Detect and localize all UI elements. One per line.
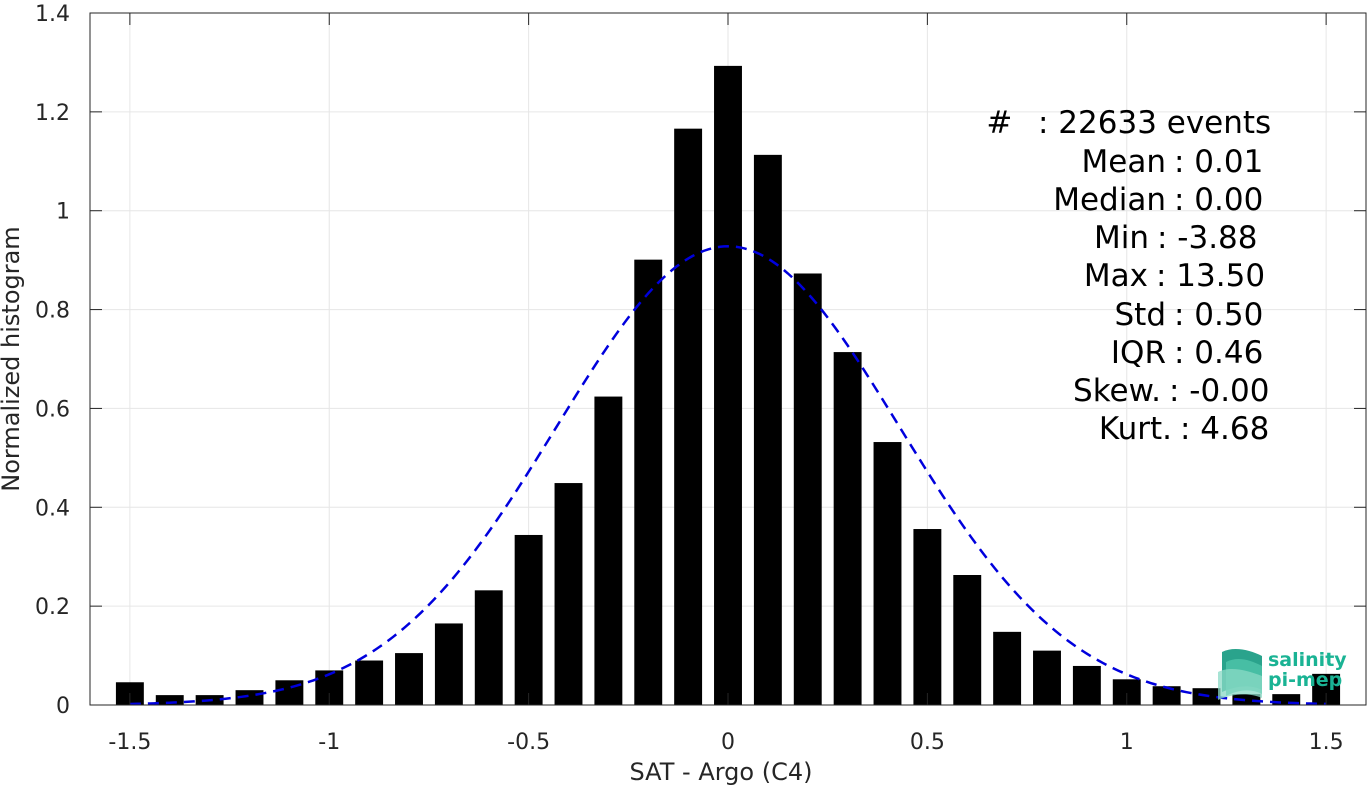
stat-count-value: : 22633 events bbox=[1038, 105, 1271, 141]
histogram-bar bbox=[474, 590, 503, 705]
x-axis-label: SAT - Argo (C4) bbox=[630, 758, 813, 786]
y-tick-label: 0.6 bbox=[35, 397, 70, 422]
stat-std-value: : 0.50 bbox=[1174, 297, 1263, 333]
stat-count-label: # bbox=[986, 105, 1032, 141]
stat-iqr-label: IQR bbox=[1111, 335, 1166, 371]
x-tick-label: -0.5 bbox=[507, 730, 550, 755]
x-tick-label: 0.5 bbox=[910, 730, 945, 755]
stat-kurt-value: : 4.68 bbox=[1180, 411, 1269, 447]
histogram-bar bbox=[1272, 694, 1301, 705]
histogram-bar bbox=[1152, 686, 1181, 705]
logo-line2: pi-mep bbox=[1268, 669, 1342, 691]
histogram-bar bbox=[793, 273, 822, 705]
histogram-bar bbox=[634, 259, 663, 705]
histogram-bar bbox=[833, 352, 862, 705]
axes-frame bbox=[89, 12, 1367, 706]
y-tick-labels: 0 0.2 0.4 0.6 0.8 1 1.2 1.4 bbox=[35, 2, 70, 719]
stat-min-label: Min bbox=[1094, 220, 1149, 256]
stat-median-label: Median bbox=[1053, 182, 1166, 218]
y-tick-label: 1.4 bbox=[35, 2, 70, 27]
histogram-bar bbox=[594, 396, 623, 705]
stat-kurt-label: Kurt. bbox=[1099, 411, 1172, 447]
y-tick-label: 0 bbox=[56, 694, 70, 719]
histogram-bar bbox=[355, 660, 384, 705]
histogram-bar bbox=[1072, 665, 1101, 705]
stat-skew-value: : -0.00 bbox=[1169, 373, 1270, 409]
histogram-bar bbox=[514, 534, 543, 705]
y-tick-label: 0.4 bbox=[35, 496, 70, 521]
y-tick-label: 0.8 bbox=[35, 299, 70, 324]
histogram-bar bbox=[1033, 650, 1061, 705]
histogram-bar bbox=[873, 442, 902, 705]
fit-curve-line bbox=[129, 245, 1327, 706]
y-axis-label: Normalized histogram bbox=[0, 226, 25, 491]
stat-skew-label: Skew. bbox=[1073, 373, 1161, 409]
histogram-bars bbox=[115, 65, 1341, 706]
x-tick-label: -1 bbox=[318, 730, 340, 755]
histogram-bar bbox=[1232, 694, 1261, 705]
normal-fit-curve bbox=[129, 245, 1327, 706]
y-tick-label: 1 bbox=[56, 200, 70, 225]
histogram-bar bbox=[953, 575, 982, 705]
y-tick-label: 1.2 bbox=[35, 101, 70, 126]
histogram-bar bbox=[554, 483, 583, 705]
stat-mean-label: Mean bbox=[1082, 144, 1166, 180]
stat-std-label: Std bbox=[1114, 297, 1166, 333]
stats-box: # : 22633 events Mean : 0.01 Median : 0.… bbox=[986, 105, 1271, 447]
y-tick-label: 0.2 bbox=[35, 595, 70, 620]
x-tick-label: 1.5 bbox=[1309, 730, 1344, 755]
histogram-bar bbox=[434, 623, 463, 705]
histogram-bar bbox=[674, 128, 703, 706]
x-tick-labels: -1.5 -1 -0.5 0 0.5 1 1.5 bbox=[108, 730, 1343, 755]
histogram-bar bbox=[714, 65, 742, 706]
x-tick-label: 0 bbox=[721, 730, 735, 755]
x-tick-label: -1.5 bbox=[108, 730, 151, 755]
histogram-bar bbox=[155, 695, 184, 705]
stat-mean-value: : 0.01 bbox=[1174, 144, 1263, 180]
x-tick-label: 1 bbox=[1120, 730, 1134, 755]
stat-min-value: : -3.88 bbox=[1157, 220, 1258, 256]
histogram-bar bbox=[913, 529, 942, 705]
stat-max-label: Max bbox=[1084, 258, 1148, 294]
stat-iqr-value: : 0.46 bbox=[1174, 335, 1263, 371]
histogram-bar bbox=[993, 631, 1022, 705]
logo-line1: salinity bbox=[1268, 649, 1347, 671]
histogram-bar bbox=[395, 653, 423, 705]
histogram-bar bbox=[753, 154, 782, 706]
wave-icon bbox=[1218, 649, 1262, 700]
stat-max-value: : 13.50 bbox=[1156, 258, 1265, 294]
salinity-pimep-logo: salinity pi-mep bbox=[1218, 649, 1347, 700]
stat-median-value: : 0.00 bbox=[1174, 182, 1263, 218]
